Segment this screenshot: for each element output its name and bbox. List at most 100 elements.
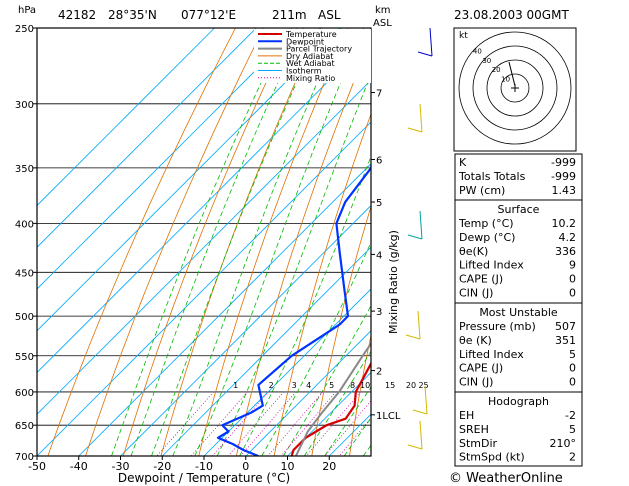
hodograph-ring-label: 20 [492,66,501,74]
surface-row-label: Dewp (°C) [459,231,515,244]
wet-adiabat-line [194,28,365,456]
pressure-tick-label: 600 [15,388,34,399]
date-time: 23.08.2003 00GMT [454,8,569,22]
parcel-trajectory-profile [295,341,371,456]
profile-lines [216,161,371,456]
wet-adiabat-line [216,73,371,456]
legend-entry: Temperature [285,30,337,39]
km-asl-label: ASL [373,18,392,29]
totals-totals-value: -999 [551,170,576,183]
info-table: K -999 Totals Totals -999 PW (cm) 1.43 Surface… [454,153,583,467]
pressure-tick-label: 500 [15,312,34,323]
most-unstable-row-value: 507 [555,320,576,333]
km-label: km [375,5,391,16]
mixing-ratio-label: 15 [385,381,395,390]
most-unstable-row-label: θe (K) [459,334,492,347]
surface-row-label: Lifted Index [459,259,524,272]
surface-row-label: CAPE (J) [459,273,503,286]
legend-entry: Wet Adiabat [286,59,335,68]
temperature-tick-label: 10 [281,460,295,473]
mixing-ratio-labels: 1 2 3 4 5 8 10 15 20 25 [233,381,429,390]
wind-barb-staff [419,420,423,450]
wind-barb-flag [407,234,423,240]
wind-barb-flag [412,409,428,415]
wind-barb-flag [407,444,423,450]
hodograph-table-row-label: EH [459,409,474,422]
temperature-tick-label: -30 [112,460,130,473]
most-unstable-row-label: CAPE (J) [459,362,503,375]
mixing-ratio-label: 8 [350,381,355,390]
dry-adiabat-line [612,28,629,456]
pressure-tick-label: 550 [15,352,34,363]
dry-adiabat-line [576,28,629,456]
wet-adiabat-line [151,28,322,456]
surface-row-value: 0 [569,273,576,286]
hodograph-table-row-value: 2 [569,451,576,464]
temperature-tick-label: 20 [322,460,336,473]
wind-barb-staff [417,310,421,340]
pressure-tick-label: 450 [15,268,34,279]
isotherm-line [37,37,371,374]
km-tick-label: 7 [376,89,382,100]
dry-adiabat-line [122,28,292,456]
mixing-ratio-label: 10 [360,381,370,390]
isotherm-line [120,204,371,456]
wet-adiabat-line [111,28,288,456]
wet-adiabat-line [239,155,371,456]
km-tick-label: 6 [376,155,382,166]
isotherm-line [78,163,371,456]
most-unstable-row-label: Lifted Index [459,348,524,361]
station-elev: 211m [272,8,307,22]
most-unstable-row-label: Pressure (mb) [459,320,536,333]
station-lon: 077°12'E [181,8,236,22]
station-lat: 28°35'N [108,8,157,22]
isotherm-line [37,121,371,456]
mixing-ratio-axis-label: Mixing Ratio (g/kg) [387,230,400,334]
wind-barb-staff [419,210,423,240]
surface-title: Surface [498,203,540,216]
wind-barb-flag [417,51,433,57]
dry-adiabat-line [85,28,264,456]
background-lines [37,28,629,456]
hodograph-ring-label: 30 [482,57,491,65]
isotherm-line [37,28,257,248]
dry-adiabat-line [311,205,371,456]
wind-barb-flag [405,334,421,340]
isotherm-line [37,28,299,290]
mixing-ratio-label: 1 [233,381,238,390]
hodograph-table-row-label: StmDir [459,437,498,450]
most-unstable-row-value: 351 [555,334,576,347]
most-unstable-title: Most Unstable [479,306,558,319]
temperature-profile [290,361,371,456]
most-unstable-row-label: CIN (J) [459,376,493,389]
k-index-label: K [459,156,467,169]
surface-row-value: 9 [569,259,576,272]
most-unstable-row-value: 5 [569,348,576,361]
isotherm-line [37,28,341,332]
pressure-tick-label: 350 [15,164,34,175]
surface-row-value: 0 [569,287,576,300]
hpa-label: hPa [18,5,36,16]
hodograph-table-row-value: 5 [569,423,576,436]
hodograph-ring-label: 40 [473,47,482,55]
copyright: © WeatherOnline [449,471,563,486]
surface-row-label: CIN (J) [459,287,493,300]
hodograph-ring [472,45,558,131]
wind-barb-staff [429,27,433,57]
wind-barb-flag [407,127,423,133]
wind-barbs [405,27,433,450]
legend-entry: Dry Adiabat [286,52,333,61]
hodograph-table-row-value: -2 [565,409,576,422]
most-unstable-row-value: 0 [569,376,576,389]
legend-entry: Mixing Ratio [286,74,335,83]
hodograph-kt-label: kt [459,31,468,41]
km-tick-label: 1LCL [376,411,401,422]
hodograph-ring-label: 10 [501,76,510,84]
dry-adiabat-line [273,112,371,456]
hodograph-table-row-value: 210° [550,437,577,450]
wet-adiabat-line [324,386,371,456]
dry-adiabat-line [236,38,371,456]
